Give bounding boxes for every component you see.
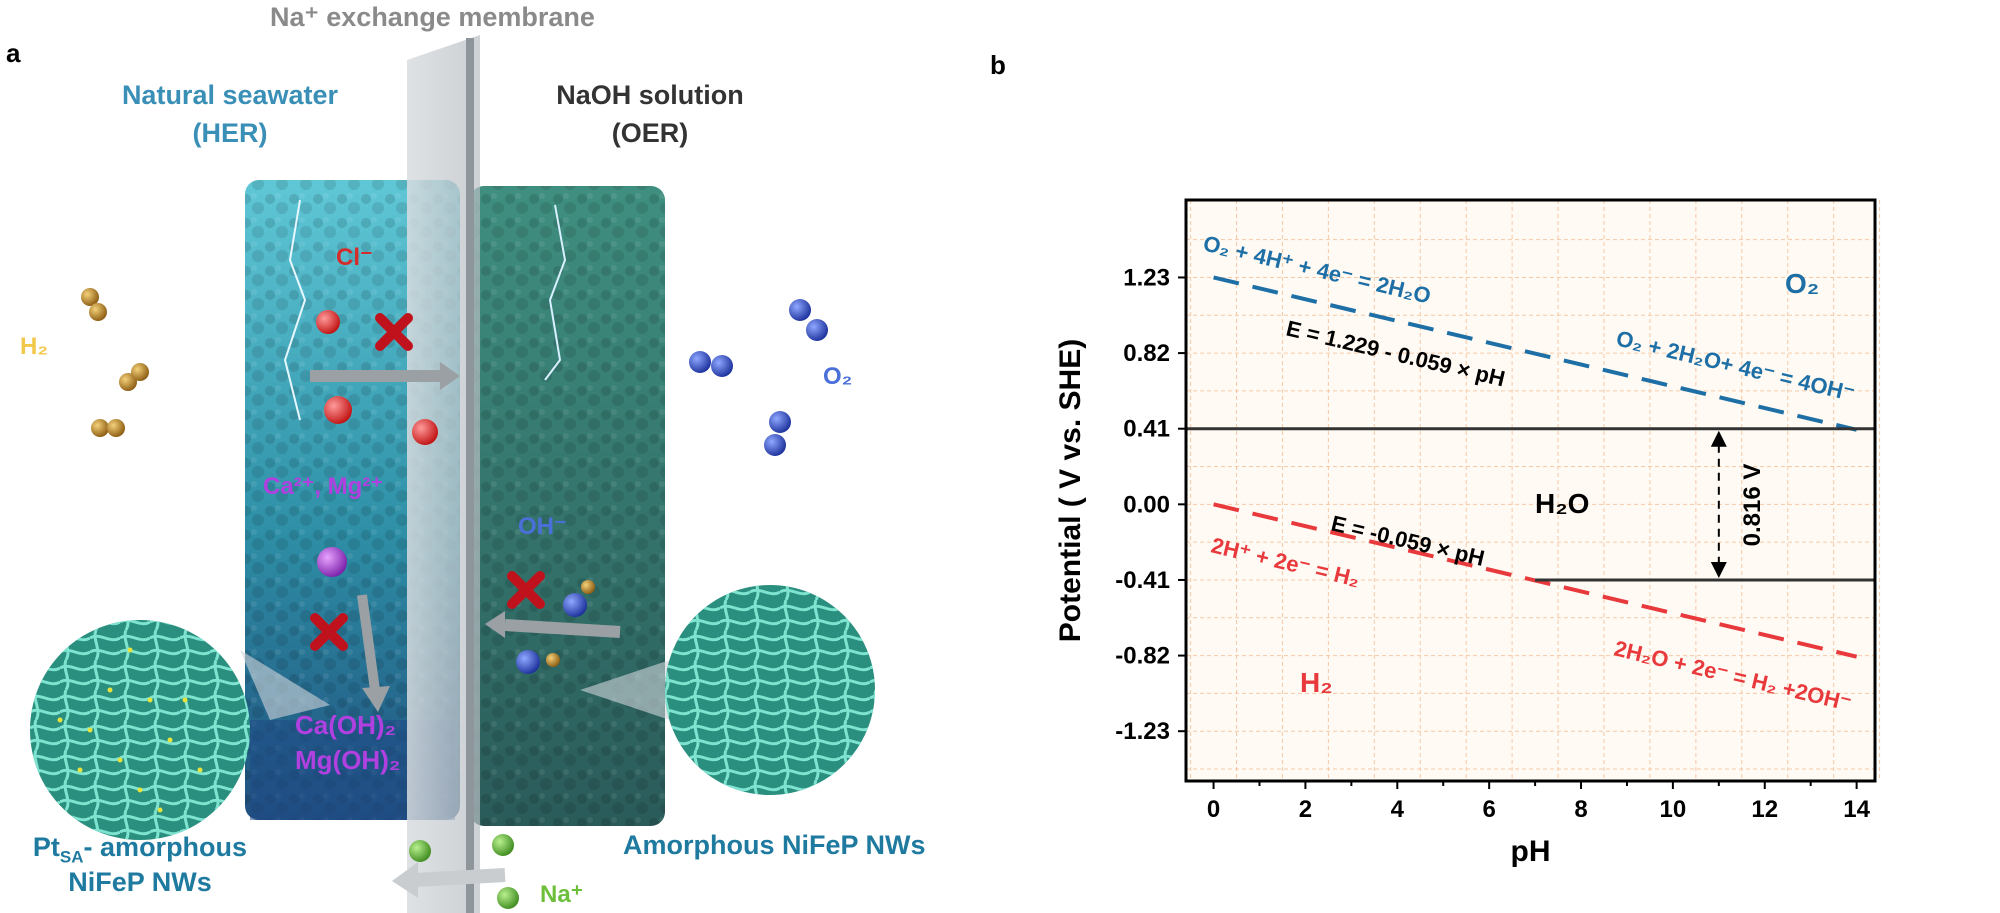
y-tick-label: 0.00: [1123, 491, 1170, 518]
lightning-left: [283, 199, 307, 421]
voltage-gap-label: 0.816 V: [1739, 464, 1766, 547]
h2-molecules: [81, 288, 149, 437]
naoh-title: NaOH solution: [556, 80, 744, 110]
plot-frame: [1184, 198, 1877, 783]
x-axis-label: pH: [1511, 835, 1551, 868]
series-line-0: [1213, 275, 1858, 432]
x-tick-label: 12: [1751, 796, 1778, 823]
o2-label: O₂: [823, 363, 853, 390]
ca-mg-label: Ca²⁺, Mg²⁺: [263, 473, 383, 500]
oh-label: OH⁻: [518, 513, 567, 540]
lightning-right: [544, 204, 567, 381]
oh-ion: [563, 593, 587, 617]
o2-molecules: [689, 299, 828, 456]
membrane: [407, 35, 480, 913]
arrow-precip: [357, 594, 380, 691]
precip-label-2: Mg(OH)₂: [295, 745, 401, 775]
ca-mg-ion: [317, 547, 347, 577]
cl-ion: [316, 310, 340, 334]
o2-region-label: O₂: [1785, 268, 1819, 299]
na-label: Na⁺: [540, 881, 584, 908]
h2o-region-label: H₂O: [1535, 488, 1589, 519]
gap-arrow-head-up: [1710, 430, 1727, 447]
naoh-subtitle: (OER): [611, 118, 689, 148]
y-tick-label: 0.82: [1123, 340, 1170, 367]
y-tick-label: -0.41: [1115, 567, 1170, 594]
pt-single-atoms: [57, 647, 203, 813]
seawater-subtitle: (HER): [192, 118, 268, 148]
arrow-oh: [504, 619, 621, 638]
y-tick-label: -0.82: [1115, 643, 1170, 670]
y-tick-label: -1.23: [1115, 718, 1170, 745]
precip-label-1: Ca(OH)₂: [295, 710, 397, 740]
cross-icon: [310, 313, 545, 651]
x-tick-label: 14: [1843, 796, 1870, 823]
na-ions: [409, 834, 519, 909]
x-tick-label: 4: [1391, 796, 1405, 823]
y-tick-label: 1.23: [1123, 264, 1170, 291]
panel-b-letter: b: [990, 50, 1006, 80]
panel-a-letter: a: [6, 38, 21, 68]
y-tick-label: 0.41: [1123, 416, 1170, 443]
gap-arrow-head-down: [1710, 561, 1727, 578]
h2-label: H₂: [20, 333, 48, 360]
panel-a-illustration: [30, 35, 875, 913]
x-tick-label: 6: [1482, 796, 1495, 823]
y-axis-label: Potential ( V vs. SHE): [1054, 339, 1087, 642]
seawater-title: Natural seawater: [121, 80, 339, 110]
arrow-na: [414, 868, 506, 887]
cl-label: Cl⁻: [336, 244, 373, 271]
catalyst-right-label: Amorphous NiFeP NWs: [623, 830, 926, 860]
x-tick-label: 0: [1207, 796, 1220, 823]
membrane-label: Na⁺ exchange membrane: [270, 2, 595, 32]
x-tick-label: 2: [1299, 796, 1312, 823]
x-tick-label: 10: [1660, 796, 1687, 823]
catalyst-left-label: PtSA- amorphous NiFeP NWs: [32, 832, 248, 898]
h2-region-label: H₂: [1300, 667, 1333, 698]
x-tick-label: 8: [1574, 796, 1587, 823]
